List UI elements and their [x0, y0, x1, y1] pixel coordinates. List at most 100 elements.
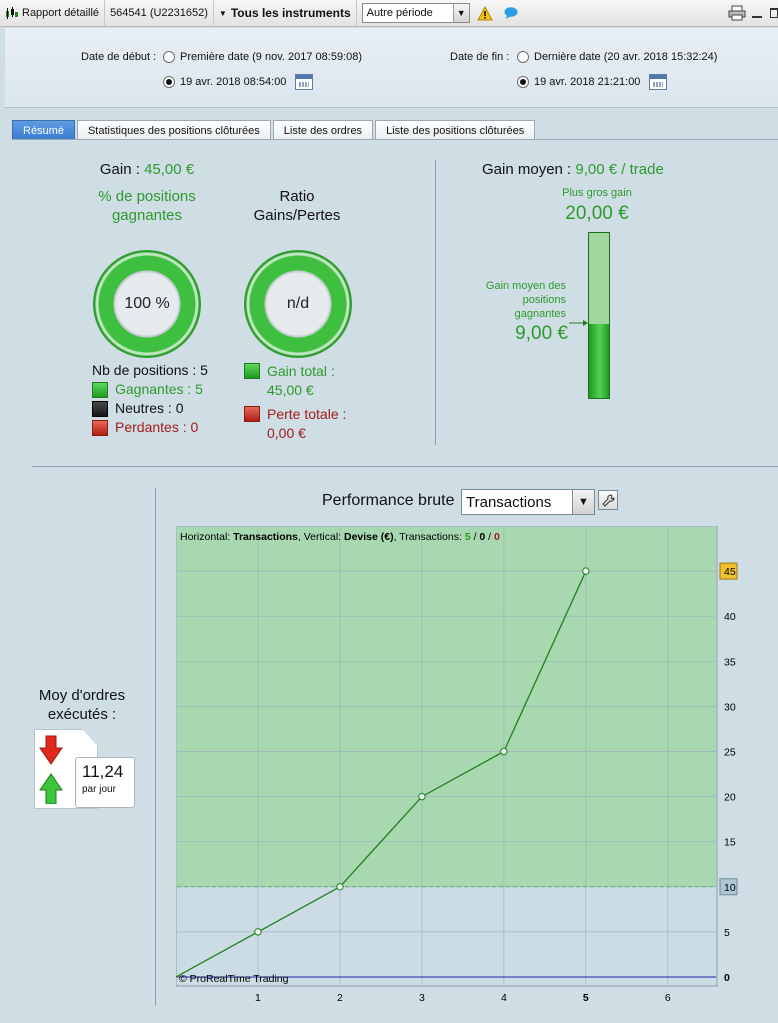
instruments-dropdown[interactable]: ▼ Tous les instruments	[214, 0, 357, 27]
last-value-marker	[719, 562, 738, 580]
performance-mode-value: Transactions	[466, 493, 552, 511]
end-custom-date[interactable]: 19 avr. 2018 21:21:00	[534, 76, 641, 88]
total-loss-label: Perte totale :	[267, 406, 347, 422]
ratio-value: n/d	[286, 295, 310, 312]
biggest-gain-value: 20,00 €	[565, 203, 629, 224]
instruments-label: Tous les instruments	[230, 6, 351, 20]
neutral-square-icon	[92, 401, 108, 417]
losing-count: Perdantes : 0	[115, 419, 199, 435]
chart-gain-zone	[177, 527, 716, 887]
start-first-radio[interactable]	[163, 51, 175, 63]
x-tick-label: 4	[501, 992, 507, 1004]
end-date-label: Date de fin :	[450, 51, 510, 63]
x-tick-label: 5	[583, 992, 589, 1004]
y-tick-label: 35	[724, 656, 736, 668]
positions-count: Nb de positions : 5	[92, 362, 208, 378]
date-panel: Date de début : Première date (9 nov. 20…	[5, 28, 778, 108]
chevron-down-icon: ▼	[572, 490, 594, 514]
y-tick-label: 45	[724, 566, 736, 578]
total-gain-label: Gain total :	[267, 363, 335, 379]
maximize-icon[interactable]	[770, 8, 778, 18]
chevron-down-icon: ▼	[218, 8, 227, 18]
period-value: Autre période	[366, 7, 433, 19]
y-tick-label: 40	[724, 611, 736, 623]
data-point[interactable]	[500, 747, 508, 756]
avg-gain-bar	[588, 232, 610, 399]
gain-label: Gain :	[99, 161, 140, 178]
window-controls	[728, 5, 778, 21]
y-tick-label: 30	[724, 701, 736, 713]
horizontal-divider	[32, 466, 778, 467]
orders-value: 11,24	[82, 762, 124, 781]
y-tick-label: 5	[724, 927, 730, 939]
neutral-count: Neutres : 0	[115, 400, 184, 416]
avg-winning-value: 9,00 €	[515, 323, 568, 344]
report-button[interactable]: Rapport détaillé	[0, 0, 106, 27]
section-divider	[435, 160, 436, 445]
period-select[interactable]: Autre période ▼	[361, 3, 470, 23]
ratio-title: Ratio Gains/Pertes	[253, 188, 341, 224]
x-tick-label: 3	[419, 992, 425, 1004]
calendar-icon[interactable]	[649, 74, 667, 90]
y-tick-label: 20	[724, 792, 736, 804]
win-pct-donut: 100 %	[93, 250, 201, 358]
print-icon[interactable]	[728, 5, 746, 21]
minimize-icon[interactable]	[752, 16, 762, 18]
ratio-donut: n/d	[244, 250, 352, 358]
report-label: Rapport détaillé	[22, 7, 100, 19]
winning-square-icon	[92, 382, 108, 398]
orders-per-day-card: 11,24 par jour	[75, 757, 135, 808]
gain-heading: Gain : 45,00 €	[12, 161, 282, 178]
end-custom-radio[interactable]	[517, 76, 529, 88]
warning-icon[interactable]	[476, 5, 493, 21]
start-custom-radio[interactable]	[163, 76, 175, 88]
performance-line	[176, 570, 587, 978]
toolbar: Rapport détaillé 564541 (U2231652) ▼ Tou…	[0, 0, 778, 27]
tab-bar: Résumé Statistiques des positions clôtur…	[12, 120, 537, 140]
start-custom-date[interactable]: 19 avr. 2018 08:54:00	[180, 76, 287, 88]
tab-order-list[interactable]: Liste des ordres	[272, 120, 374, 140]
x-tick-label: 1	[255, 992, 261, 1004]
tab-resume[interactable]: Résumé	[12, 120, 75, 140]
y-tick-label: 15	[724, 837, 736, 849]
y-tick-label: 25	[724, 746, 736, 758]
avg-gain-label: Gain moyen :	[482, 161, 572, 178]
avg-gain-bar-fill	[589, 323, 609, 398]
summary-content: Gain : 45,00 € % de positions gagnantes …	[12, 140, 778, 1023]
x-tick-label: 6	[665, 992, 671, 1004]
gain-value: 45,00 €	[144, 161, 195, 178]
y-tick-label: 10	[724, 882, 736, 894]
total-loss-value: 0,00 €	[267, 425, 306, 441]
total-gain-square-icon	[244, 363, 260, 379]
total-gain-value: 45,00 €	[267, 382, 314, 398]
orders-divider	[155, 488, 156, 1006]
winning-count: Gagnantes : 5	[115, 381, 203, 397]
data-point[interactable]	[254, 928, 262, 936]
chart-info: Horizontal: Transactions, Vertical: Devi…	[180, 531, 500, 543]
chat-bubble-icon[interactable]	[503, 6, 519, 20]
avg-value-marker	[719, 878, 738, 896]
data-point[interactable]	[418, 792, 426, 801]
chart-copyright: © ProRealTime Trading	[179, 973, 289, 985]
data-point[interactable]	[336, 883, 344, 891]
arrow-down-icon	[39, 735, 63, 765]
avg-gain-value: 9,00 € / trade	[575, 161, 664, 178]
account-id: 564541 (U2231652)	[105, 0, 214, 27]
tab-closed-positions-list[interactable]: Liste des positions clôturées	[375, 120, 536, 140]
biggest-gain-label: Plus gros gain	[562, 187, 632, 199]
total-loss-square-icon	[244, 406, 260, 422]
arrow-up-icon	[39, 773, 63, 804]
start-date-label: Date de début :	[81, 51, 157, 63]
tab-divider	[12, 139, 778, 140]
performance-mode-select[interactable]: Transactions ▼	[461, 489, 595, 515]
calendar-icon[interactable]	[295, 74, 313, 90]
candlestick-icon	[6, 7, 18, 19]
data-point[interactable]	[582, 567, 590, 575]
wrench-icon[interactable]	[598, 490, 618, 510]
period-group: Autre période ▼	[357, 0, 524, 27]
arrow-right-icon	[569, 320, 588, 326]
orders-title: Moy d'ordres exécutés :	[38, 687, 126, 723]
end-last-radio[interactable]	[517, 51, 529, 63]
tab-closed-positions-stats[interactable]: Statistiques des positions clôturées	[76, 120, 271, 140]
win-pct-title: % de positions gagnantes	[98, 188, 196, 224]
